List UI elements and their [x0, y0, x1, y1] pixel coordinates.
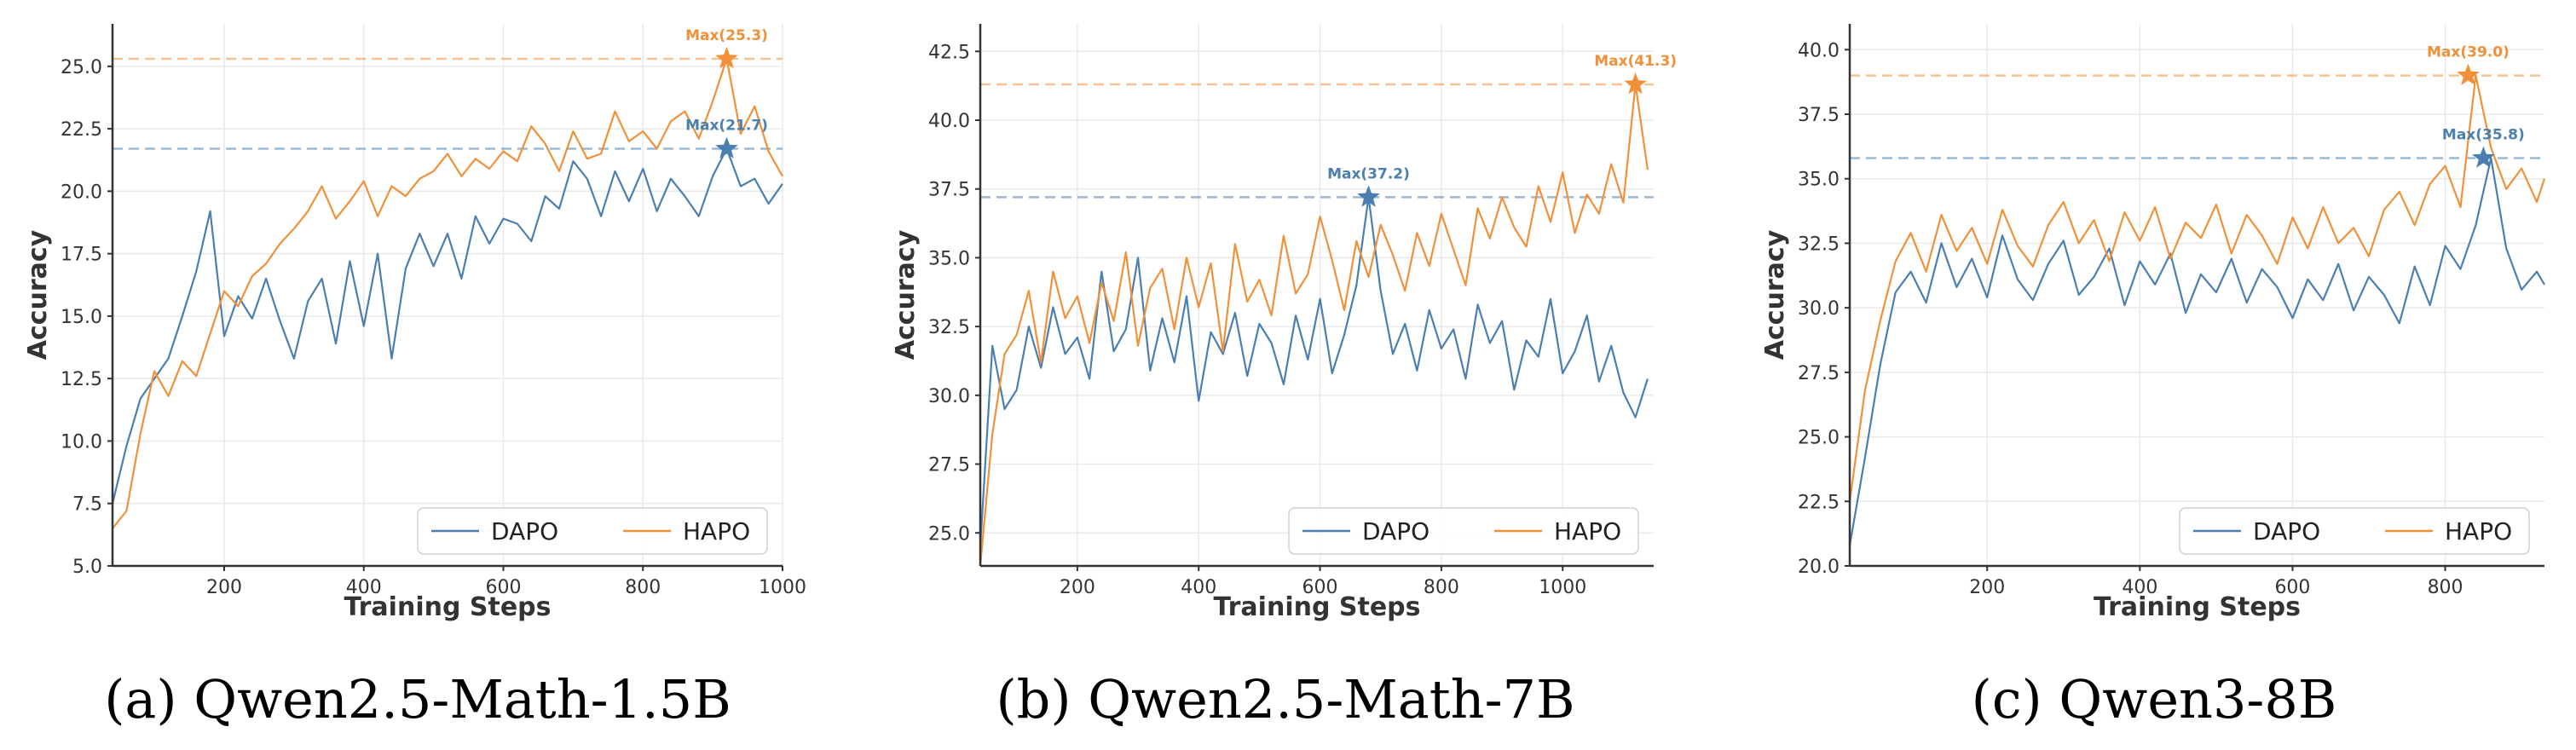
y-tick-label: 20.0: [61, 182, 102, 203]
legend: [2179, 507, 2530, 555]
max-marker-star: [2472, 146, 2495, 168]
chart-panel: Max(21.7) Max(25.3) 200 400 600 800 1000 5.0 7.5…: [23, 24, 806, 730]
series-line-hapo: [1848, 74, 2546, 502]
panel-caption: (a) Qwen2.5-Math-1.5B: [104, 668, 731, 730]
legend-label: HAPO: [2445, 517, 2512, 545]
y-axis-label: Accuracy: [1760, 229, 1790, 360]
legend-label: HAPO: [683, 517, 750, 545]
x-tick-label: 600: [2274, 577, 2310, 598]
x-tick-label: 200: [1969, 577, 2005, 598]
series-line-dapo: [979, 196, 1649, 547]
max-label: Max(39.0): [2427, 44, 2510, 61]
max-marker-star: [715, 136, 738, 159]
y-tick-label: 25.0: [61, 57, 102, 78]
x-axis-label: Training Steps: [344, 592, 551, 622]
y-tick-label: 32.5: [928, 317, 970, 338]
y-tick-label: 22.5: [61, 119, 102, 141]
y-tick-label: 27.5: [928, 455, 970, 476]
y-tick-label: 7.5: [72, 494, 102, 516]
y-tick-label: 35.0: [928, 248, 970, 269]
max-marker-star: [1624, 72, 1647, 95]
max-label: Max(37.2): [1327, 165, 1410, 182]
x-axis-label: Training Steps: [2094, 592, 2301, 622]
series-line-dapo: [111, 147, 783, 504]
y-tick-label: 32.5: [1798, 234, 1840, 255]
y-tick-label: 30.0: [928, 386, 970, 407]
max-label: Max(21.7): [685, 118, 768, 135]
series-line-dapo: [1848, 157, 2545, 545]
x-tick-label: 400: [346, 577, 382, 598]
series-line-hapo: [112, 57, 783, 529]
x-tick-label: 200: [206, 577, 242, 598]
max-label: Max(25.3): [685, 27, 768, 44]
y-tick-label: 30.0: [1798, 298, 1840, 320]
x-tick-label: 1000: [1539, 577, 1586, 598]
y-axis-label: Accuracy: [23, 229, 53, 360]
chart-panel: Max(37.2) Max(41.3) 200 400 600 800 1000 25.0 27…: [891, 24, 1677, 730]
y-tick-label: 10.0: [61, 431, 102, 453]
y-tick-label: 37.5: [928, 180, 970, 201]
x-tick-label: 1000: [759, 577, 806, 598]
y-tick-label: 22.5: [1798, 492, 1840, 513]
chart-panel: Max(35.8) Max(39.0) 200 400 600 800 20.0 22.5 25…: [1760, 24, 2546, 730]
y-tick-label: 42.5: [928, 42, 970, 63]
max-label: Max(41.3): [1594, 53, 1677, 70]
y-axis-label: Accuracy: [891, 229, 921, 360]
legend-label: DAPO: [2253, 517, 2320, 545]
series-line-hapo: [979, 83, 1649, 567]
max-marker-star: [2457, 63, 2480, 85]
y-tick-label: 12.5: [61, 369, 102, 390]
x-tick-label: 800: [625, 577, 661, 598]
legend: [417, 507, 768, 555]
x-tick-label: 600: [1302, 577, 1338, 598]
x-tick-label: 800: [2428, 577, 2463, 598]
y-tick-label: 40.0: [1798, 40, 1840, 61]
y-tick-label: 20.0: [1798, 557, 1840, 578]
legend-label: DAPO: [1362, 517, 1430, 545]
y-tick-label: 5.0: [72, 557, 102, 578]
y-tick-label: 35.0: [1798, 170, 1840, 191]
y-tick-label: 15.0: [61, 307, 102, 328]
y-tick-label: 17.5: [61, 245, 102, 266]
x-tick-label: 800: [1424, 577, 1459, 598]
legend: [1288, 507, 1639, 555]
x-tick-label: 400: [2122, 577, 2157, 598]
x-tick-label: 400: [1181, 577, 1216, 598]
y-tick-label: 27.5: [1798, 363, 1840, 384]
max-marker-star: [715, 47, 738, 69]
x-tick-label: 600: [486, 577, 522, 598]
panel-caption: (c) Qwen3-8B: [1972, 668, 2337, 730]
y-tick-label: 25.0: [1798, 428, 1840, 449]
x-tick-label: 200: [1060, 577, 1095, 598]
max-marker-star: [1357, 185, 1380, 207]
y-tick-label: 25.0: [928, 523, 970, 545]
y-tick-label: 40.0: [928, 111, 970, 132]
max-label: Max(35.8): [2442, 126, 2525, 143]
legend-label: DAPO: [491, 517, 558, 545]
x-axis-label: Training Steps: [1213, 592, 1420, 622]
panel-caption: (b) Qwen2.5-Math-7B: [996, 668, 1574, 730]
y-tick-label: 37.5: [1798, 105, 1840, 126]
legend-label: HAPO: [1554, 517, 1621, 545]
